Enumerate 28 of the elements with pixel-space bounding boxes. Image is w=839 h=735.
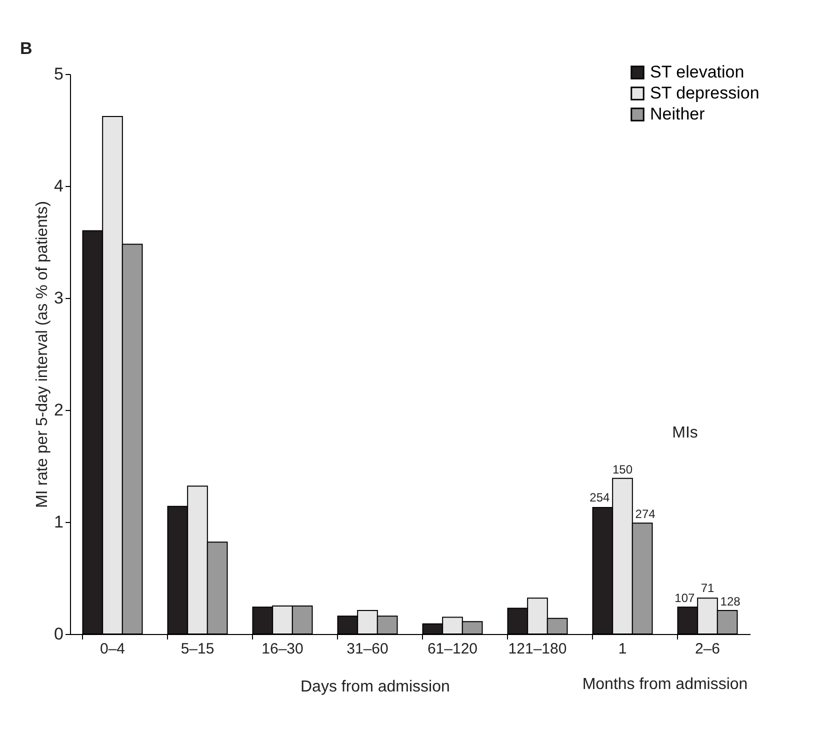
legend-label: Neither: [650, 104, 706, 124]
annotation: 71: [700, 581, 714, 596]
legend-label: ST depression: [650, 84, 760, 102]
x-tick-label: 61–120: [427, 640, 478, 658]
x-tick-label: 16–30: [262, 640, 304, 658]
legend-label: ST elevation: [650, 62, 744, 82]
text: Months from admission: [582, 676, 748, 693]
y-axis-title: MI rate per 5-day interval (as % of patients): [34, 201, 52, 508]
annotation: 150: [612, 462, 633, 476]
x-tick-label: 31–60: [346, 640, 388, 658]
text: B: [20, 39, 32, 58]
y-tick-label: 5: [54, 64, 64, 84]
y-tick-label: 3: [54, 288, 64, 308]
annotation: 254: [590, 490, 610, 504]
x-tick-label: 121–180: [508, 640, 567, 658]
annotation: 107: [674, 591, 696, 606]
x-tick-label: 2–6: [694, 640, 720, 658]
x-tick-label: 0–4: [100, 640, 126, 658]
y-tick-label: 4: [54, 176, 64, 196]
x-tick-label: 1: [618, 640, 627, 658]
y-tick-label: 2: [54, 400, 64, 420]
x-axis-title: Days from admission: [300, 678, 450, 696]
annotation: 274: [635, 507, 656, 522]
annotation: MIs: [672, 424, 698, 442]
annotation: 128: [720, 594, 741, 609]
y-tick-label: 0: [54, 624, 64, 644]
x-tick-label: 5–15: [180, 640, 214, 658]
y-tick-label: 1: [54, 512, 64, 532]
